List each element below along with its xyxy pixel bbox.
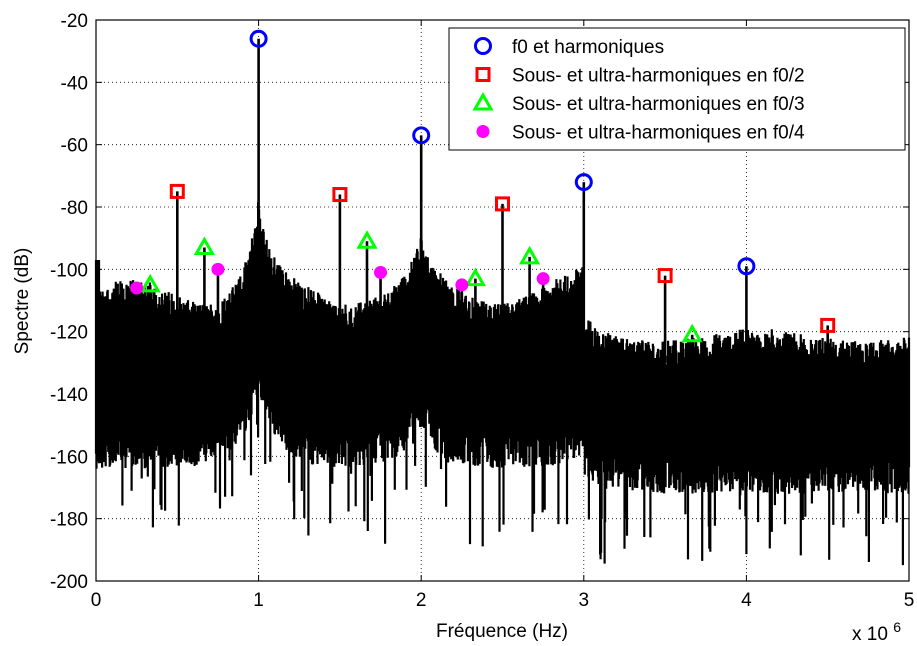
y-tick-label: -200 [50,572,88,593]
legend-marker-square [475,67,491,82]
marker-triangle [519,245,541,265]
x-scale-exponent-base: x 10 [852,624,888,645]
legend-entry: Sous- et ultra-harmoniques en f0/4 [512,123,805,144]
marker-circle [574,173,593,192]
legend-box [448,27,906,151]
legend-marker-triangle [472,91,494,111]
y-axis-label: Spectre (dB) [12,248,33,355]
legend-entry: Sous- et ultra-harmoniques en f0/3 [512,94,805,115]
marker-square [495,196,510,212]
axis-ticks: 0 1 2 3 4 5 -200 -180 -160 -140 -120 -100 -80 -60 -40 -… [50,11,914,611]
y-tick-label: -20 [61,11,88,32]
x-tick-label: 2 [416,590,427,611]
harmonic-markers [130,29,836,343]
marker-triangle [139,273,161,293]
marker-dot [455,278,469,292]
y-tick-label: -160 [50,447,88,468]
y-tick-label: -140 [50,385,88,406]
marker-square [169,183,185,199]
x-tick-label: 0 [91,590,102,611]
marker-dot [130,281,144,295]
legend-entry: Sous- et ultra-harmoniques en f0/2 [512,66,805,87]
marker-square [820,317,836,333]
marker-circle [412,126,431,145]
x-axis-label: Fréquence (Hz) [436,621,568,642]
marker-triangle [356,230,378,249]
marker-square [657,268,673,284]
x-tick-label: 4 [741,590,752,611]
marker-circle [737,257,756,276]
y-tick-label: -40 [61,73,88,94]
marker-circle [249,29,268,48]
marker-square [332,187,348,203]
legend-entry: f0 et harmoniques [512,37,664,58]
marker-dot [211,262,225,276]
y-tick-label: -180 [50,510,88,531]
x-scale-exponent: x 10 6 [852,619,901,645]
marker-triangle [464,267,486,287]
marker-dot [374,265,388,279]
legend: f0 et harmoniques Sous- et ultra-harmoniq… [448,27,906,151]
x-tick-label: 1 [253,590,264,611]
y-tick-label: -60 [61,136,88,157]
marker-triangle [193,236,215,256]
y-tick-label: -100 [50,260,88,281]
x-tick-label: 3 [579,590,590,611]
legend-marker-circle [474,37,492,55]
plot-frame [95,19,910,582]
y-tick-label: -80 [61,198,88,219]
x-scale-exponent-power: 6 [893,619,901,635]
marker-triangle [681,323,703,343]
marker-dot [536,272,550,286]
y-tick-label: -120 [50,323,88,344]
x-tick-label: 5 [904,590,915,611]
legend-marker-dot [476,125,490,138]
